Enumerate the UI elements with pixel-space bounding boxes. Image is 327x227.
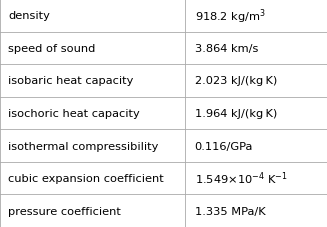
Text: 0.116/GPa: 0.116/GPa bbox=[195, 141, 253, 151]
Text: 3.864 km/s: 3.864 km/s bbox=[195, 44, 258, 54]
Text: 1.964 kJ/(kg K): 1.964 kJ/(kg K) bbox=[195, 109, 277, 118]
Text: isochoric heat capacity: isochoric heat capacity bbox=[8, 109, 140, 118]
Text: density: density bbox=[8, 11, 50, 21]
Text: cubic expansion coefficient: cubic expansion coefficient bbox=[8, 173, 164, 183]
Text: 1.335 MPa/K: 1.335 MPa/K bbox=[195, 206, 265, 216]
Text: isothermal compressibility: isothermal compressibility bbox=[8, 141, 159, 151]
Text: isobaric heat capacity: isobaric heat capacity bbox=[8, 76, 133, 86]
Text: pressure coefficient: pressure coefficient bbox=[8, 206, 121, 216]
Text: 2.023 kJ/(kg K): 2.023 kJ/(kg K) bbox=[195, 76, 277, 86]
Text: 918.2 kg/m$^3$: 918.2 kg/m$^3$ bbox=[195, 7, 265, 25]
Text: 1.549×10$^{-4}$ K$^{-1}$: 1.549×10$^{-4}$ K$^{-1}$ bbox=[195, 170, 287, 187]
Text: speed of sound: speed of sound bbox=[8, 44, 95, 54]
